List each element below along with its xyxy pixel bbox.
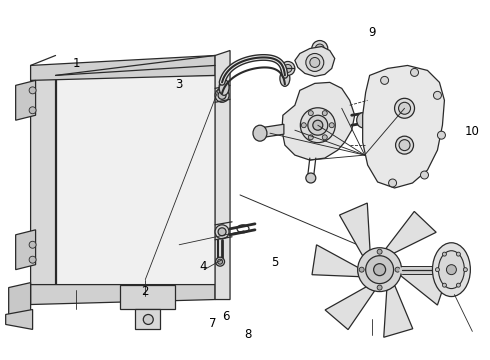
Ellipse shape: [312, 41, 328, 57]
Ellipse shape: [300, 108, 335, 143]
Ellipse shape: [313, 120, 323, 130]
Ellipse shape: [464, 268, 467, 272]
Ellipse shape: [357, 113, 368, 128]
Ellipse shape: [322, 135, 327, 140]
Polygon shape: [135, 310, 160, 329]
Ellipse shape: [456, 252, 461, 256]
Ellipse shape: [253, 125, 267, 141]
Ellipse shape: [442, 283, 446, 287]
Ellipse shape: [398, 102, 411, 114]
Polygon shape: [30, 55, 215, 80]
Ellipse shape: [395, 267, 400, 272]
Text: 3: 3: [175, 78, 183, 91]
Polygon shape: [258, 124, 284, 138]
Ellipse shape: [281, 62, 295, 75]
Text: 9: 9: [368, 27, 376, 40]
Ellipse shape: [29, 256, 36, 263]
Ellipse shape: [389, 179, 396, 187]
Text: 10: 10: [465, 125, 480, 138]
Ellipse shape: [219, 80, 229, 95]
Ellipse shape: [218, 228, 226, 236]
Polygon shape: [55, 75, 215, 285]
Text: 4: 4: [200, 260, 207, 273]
Ellipse shape: [433, 243, 470, 297]
Ellipse shape: [218, 259, 222, 264]
Polygon shape: [325, 287, 374, 330]
Ellipse shape: [438, 131, 445, 139]
Ellipse shape: [308, 111, 313, 116]
Polygon shape: [363, 66, 444, 188]
Ellipse shape: [280, 71, 290, 86]
Polygon shape: [386, 211, 436, 253]
Text: 7: 7: [210, 317, 217, 330]
Ellipse shape: [215, 88, 229, 102]
Polygon shape: [9, 283, 30, 319]
Ellipse shape: [322, 111, 327, 116]
Text: 5: 5: [270, 256, 278, 269]
Polygon shape: [121, 285, 175, 310]
Ellipse shape: [29, 87, 36, 94]
Ellipse shape: [456, 283, 461, 287]
Polygon shape: [16, 80, 36, 120]
Ellipse shape: [411, 68, 418, 76]
Ellipse shape: [394, 98, 415, 118]
Ellipse shape: [381, 76, 389, 84]
Ellipse shape: [434, 91, 441, 99]
Ellipse shape: [216, 257, 224, 266]
Polygon shape: [384, 285, 413, 337]
Text: 6: 6: [221, 310, 229, 323]
Ellipse shape: [310, 58, 320, 67]
Ellipse shape: [315, 44, 324, 53]
Polygon shape: [30, 66, 55, 294]
Ellipse shape: [218, 91, 226, 99]
Ellipse shape: [399, 140, 410, 150]
Polygon shape: [6, 310, 33, 329]
Ellipse shape: [446, 265, 456, 275]
Ellipse shape: [306, 173, 316, 183]
Ellipse shape: [374, 264, 386, 276]
Ellipse shape: [395, 136, 414, 154]
Ellipse shape: [29, 241, 36, 248]
Polygon shape: [295, 46, 335, 76]
Text: 2: 2: [141, 285, 148, 298]
Ellipse shape: [215, 225, 229, 239]
Ellipse shape: [308, 115, 328, 135]
Ellipse shape: [329, 123, 334, 128]
Polygon shape: [282, 82, 355, 160]
Polygon shape: [30, 285, 215, 305]
Text: 1: 1: [73, 57, 80, 70]
Polygon shape: [340, 203, 370, 256]
Ellipse shape: [420, 171, 428, 179]
Ellipse shape: [358, 248, 401, 292]
Ellipse shape: [284, 64, 292, 72]
Polygon shape: [215, 50, 230, 300]
Ellipse shape: [442, 252, 446, 256]
Ellipse shape: [377, 285, 382, 290]
Ellipse shape: [377, 249, 382, 254]
Ellipse shape: [359, 267, 364, 272]
Ellipse shape: [308, 135, 313, 140]
Text: 8: 8: [244, 328, 251, 341]
Ellipse shape: [306, 54, 324, 71]
Ellipse shape: [436, 268, 440, 272]
Polygon shape: [401, 266, 447, 305]
Ellipse shape: [366, 256, 393, 284]
Ellipse shape: [439, 251, 465, 289]
Ellipse shape: [301, 123, 306, 128]
Ellipse shape: [29, 107, 36, 114]
Ellipse shape: [143, 315, 153, 324]
Polygon shape: [16, 230, 36, 270]
Polygon shape: [312, 245, 359, 276]
